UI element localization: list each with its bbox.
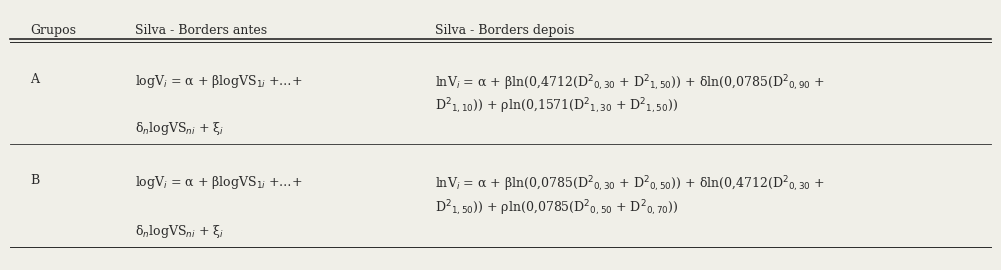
Text: Silva - Borders antes: Silva - Borders antes [135, 24, 267, 37]
Text: logV$_i$ = α + βlogVS$_{1i}$ +…+: logV$_i$ = α + βlogVS$_{1i}$ +…+ [135, 174, 303, 191]
Text: D$^2$$_{1,10}$)) + ρln(0,1571(D$^2$$_{1,30}$ + D$^2$$_{1,50}$)): D$^2$$_{1,10}$)) + ρln(0,1571(D$^2$$_{1,… [435, 96, 679, 116]
Text: A: A [30, 73, 39, 86]
Text: lnV$_i$ = α + βln(0,4712(D$^2$$_{0,30}$ + D$^2$$_{1,50}$)) + δln(0,0785(D$^2$$_{: lnV$_i$ = α + βln(0,4712(D$^2$$_{0,30}$ … [435, 73, 826, 93]
Text: Grupos: Grupos [30, 24, 76, 37]
Text: D$^2$$_{1,50}$)) + ρln(0,0785(D$^2$$_{0,50}$ + D$^2$$_{0,70}$)): D$^2$$_{1,50}$)) + ρln(0,0785(D$^2$$_{0,… [435, 198, 679, 218]
Text: logV$_i$ = α + βlogVS$_{1i}$ +…+: logV$_i$ = α + βlogVS$_{1i}$ +…+ [135, 73, 303, 90]
Text: δ$_n$logVS$_{ni}$ + ξ$_i$: δ$_n$logVS$_{ni}$ + ξ$_i$ [135, 223, 224, 240]
Text: lnV$_i$ = α + βln(0,0785(D$^2$$_{0,30}$ + D$^2$$_{0,50}$)) + δln(0,4712(D$^2$$_{: lnV$_i$ = α + βln(0,0785(D$^2$$_{0,30}$ … [435, 174, 826, 194]
Text: Silva - Borders depois: Silva - Borders depois [435, 24, 575, 37]
Text: B: B [30, 174, 39, 187]
Text: δ$_n$logVS$_{ni}$ + ξ$_i$: δ$_n$logVS$_{ni}$ + ξ$_i$ [135, 120, 224, 137]
